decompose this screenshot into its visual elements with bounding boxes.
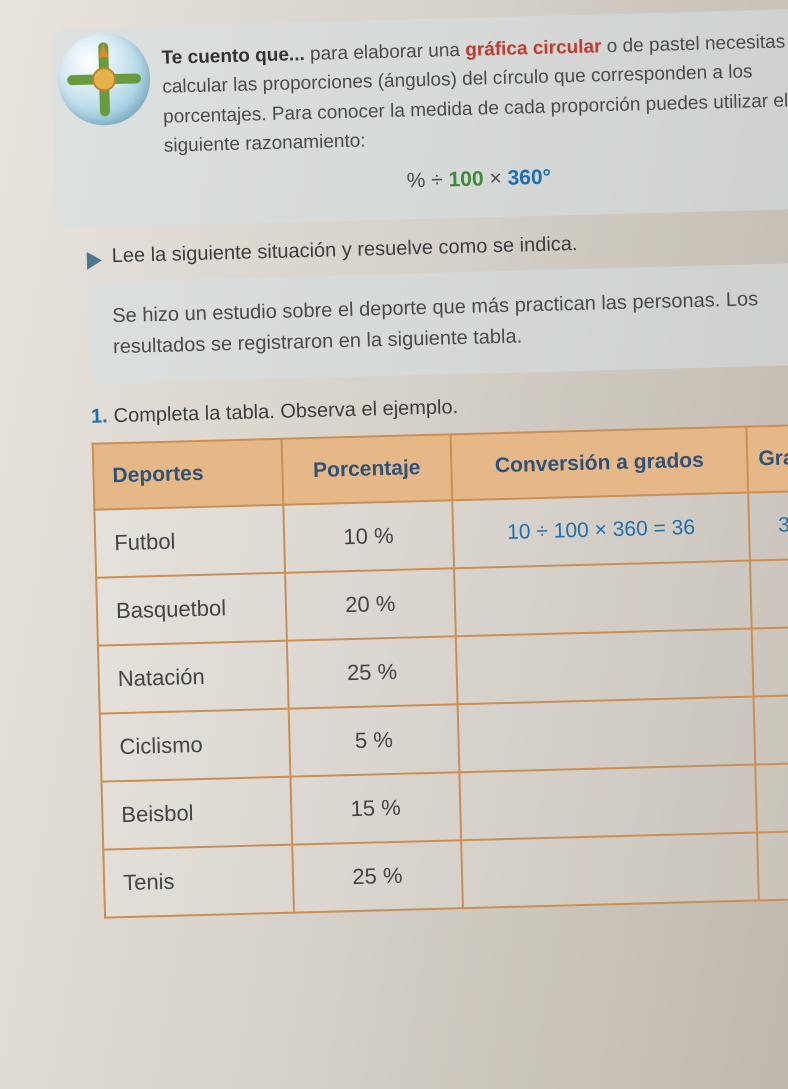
col-porcentaje: Porcentaje	[281, 435, 452, 505]
cell-grad	[757, 831, 788, 901]
situation-text: Se hizo un estudio sobre el deporte que …	[112, 289, 758, 359]
cell-grad	[755, 763, 788, 833]
formula: % ÷ 100 × 360°	[165, 155, 788, 204]
cell-grad	[752, 627, 788, 697]
intro-lead: Te cuento que...	[161, 44, 305, 69]
cell-conv	[456, 629, 754, 705]
lead-text: Lee la siguiente situación y resuelve co…	[111, 233, 577, 268]
situation-box: Se hizo un estudio sobre el deporte que …	[87, 263, 788, 384]
cell-sport: Tenis	[103, 845, 294, 918]
cell-pct: 15 %	[290, 773, 461, 845]
task-text: Completa la tabla. Observa el ejemplo.	[113, 396, 458, 427]
cell-conv	[454, 561, 752, 637]
col-grados: Grado	[747, 425, 788, 493]
cell-sport: Beisbol	[102, 777, 293, 850]
cell-conv	[459, 765, 757, 841]
sports-table: Deportes Porcentaje Conversión a grados …	[92, 424, 788, 919]
cell-conv: 10 ÷ 100 × 360 = 36	[452, 493, 750, 569]
cell-pct: 25 %	[287, 637, 458, 709]
intro-highlight: gráfica circular	[465, 36, 602, 61]
intro-text: Te cuento que... para elaborar una gráfi…	[161, 27, 788, 161]
cell-sport: Ciclismo	[100, 709, 291, 782]
lead-line: Lee la siguiente situación y resuelve co…	[86, 227, 788, 270]
cell-pct: 10 %	[283, 501, 454, 573]
cell-pct: 5 %	[289, 705, 460, 777]
task-number: 1.	[91, 406, 108, 428]
task-line: 1.Completa la tabla. Observa el ejemplo.	[91, 387, 788, 429]
cell-grad	[754, 695, 788, 765]
col-conversion: Conversión a grados	[450, 427, 748, 501]
triangle-bullet-icon	[87, 252, 102, 270]
col-deportes: Deportes	[93, 439, 284, 510]
cell-sport: Futbol	[94, 505, 285, 578]
compass-icon	[57, 32, 151, 126]
cell-conv	[461, 833, 759, 909]
cell-conv	[457, 697, 755, 773]
cell-grad	[750, 559, 788, 629]
cell-sport: Basquetbol	[96, 573, 287, 646]
intro-box: Te cuento que... para elaborar una gráfi…	[51, 9, 788, 229]
cell-sport: Natación	[98, 641, 289, 714]
cell-pct: 20 %	[285, 569, 456, 641]
cell-pct: 25 %	[292, 841, 463, 913]
cell-grad: 36°	[748, 491, 788, 561]
